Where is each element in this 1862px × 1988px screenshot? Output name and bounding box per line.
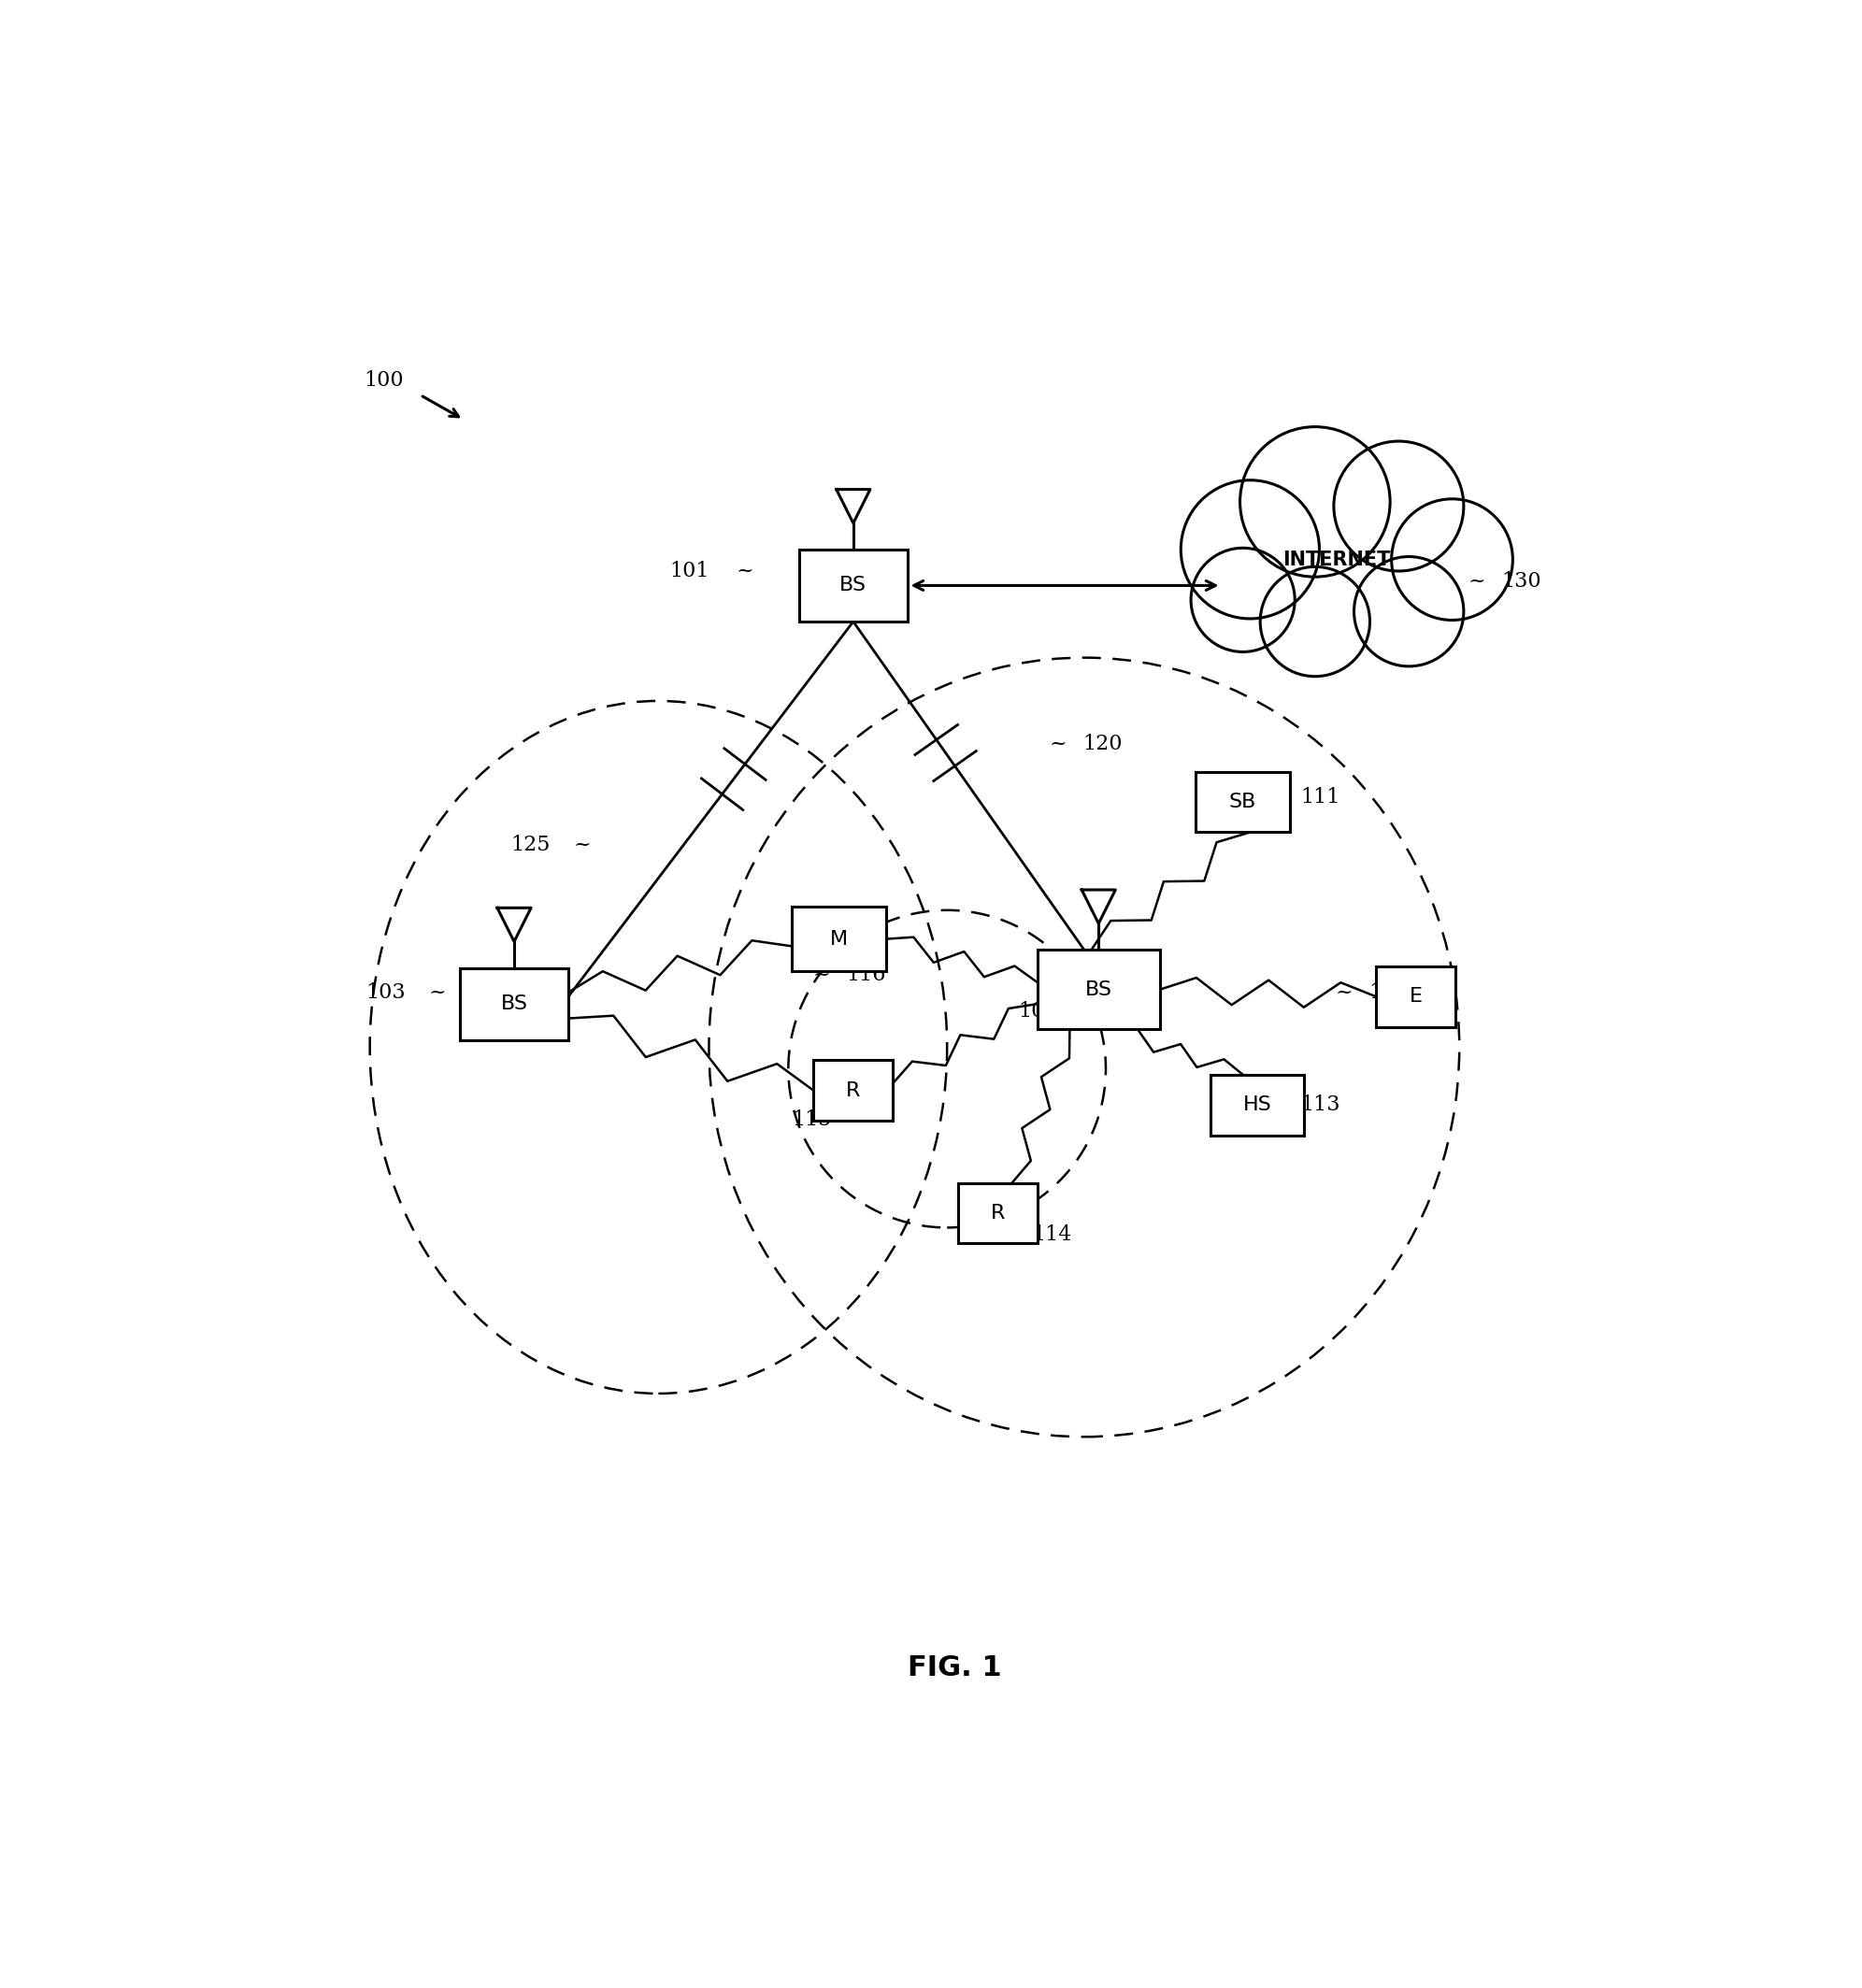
Text: ~: ~	[1467, 571, 1486, 592]
Text: 103: 103	[367, 982, 406, 1002]
Circle shape	[1181, 481, 1320, 618]
Text: ~: ~	[1050, 734, 1067, 755]
FancyBboxPatch shape	[799, 549, 907, 622]
Text: FIG. 1: FIG. 1	[907, 1654, 1002, 1682]
Text: ~: ~	[1000, 1225, 1017, 1244]
Text: 113: 113	[1300, 1095, 1341, 1115]
Text: 116: 116	[845, 964, 886, 986]
Text: 102: 102	[1019, 1000, 1058, 1022]
Text: INTERNET: INTERNET	[1283, 551, 1391, 569]
Text: 120: 120	[1082, 734, 1123, 755]
Text: 101: 101	[668, 561, 709, 580]
Text: 125: 125	[510, 835, 551, 855]
Text: 115: 115	[791, 1109, 832, 1129]
Circle shape	[1240, 427, 1391, 577]
FancyBboxPatch shape	[791, 907, 886, 972]
FancyBboxPatch shape	[957, 1183, 1037, 1242]
FancyBboxPatch shape	[1210, 1076, 1303, 1135]
FancyBboxPatch shape	[1195, 771, 1290, 833]
Text: 114: 114	[1032, 1225, 1073, 1244]
Circle shape	[1391, 499, 1512, 620]
Text: ~: ~	[1335, 982, 1352, 1002]
Text: ~: ~	[428, 982, 447, 1002]
Text: HS: HS	[1244, 1095, 1272, 1115]
Text: SB: SB	[1229, 793, 1257, 811]
Text: R: R	[991, 1205, 1005, 1223]
FancyBboxPatch shape	[1376, 966, 1456, 1028]
Text: ~: ~	[1268, 787, 1285, 807]
Text: 111: 111	[1300, 787, 1341, 807]
Text: M: M	[830, 930, 847, 948]
Text: BS: BS	[840, 577, 868, 594]
Text: 112: 112	[1369, 982, 1408, 1002]
Text: 100: 100	[365, 370, 404, 392]
FancyBboxPatch shape	[814, 1060, 894, 1121]
Text: 130: 130	[1501, 571, 1542, 592]
Text: BS: BS	[1086, 980, 1112, 998]
Circle shape	[1333, 441, 1464, 571]
FancyBboxPatch shape	[1037, 950, 1160, 1030]
Text: E: E	[1410, 988, 1423, 1006]
Text: ~: ~	[573, 835, 590, 855]
Circle shape	[1261, 567, 1370, 676]
Circle shape	[1192, 549, 1294, 652]
Text: ~: ~	[1268, 1095, 1285, 1115]
Circle shape	[1354, 557, 1464, 666]
Text: ~: ~	[1080, 1002, 1097, 1020]
Text: BS: BS	[501, 994, 527, 1014]
Text: ~: ~	[814, 964, 830, 986]
FancyBboxPatch shape	[460, 968, 568, 1040]
Text: ~: ~	[735, 561, 754, 580]
Text: R: R	[845, 1081, 860, 1099]
